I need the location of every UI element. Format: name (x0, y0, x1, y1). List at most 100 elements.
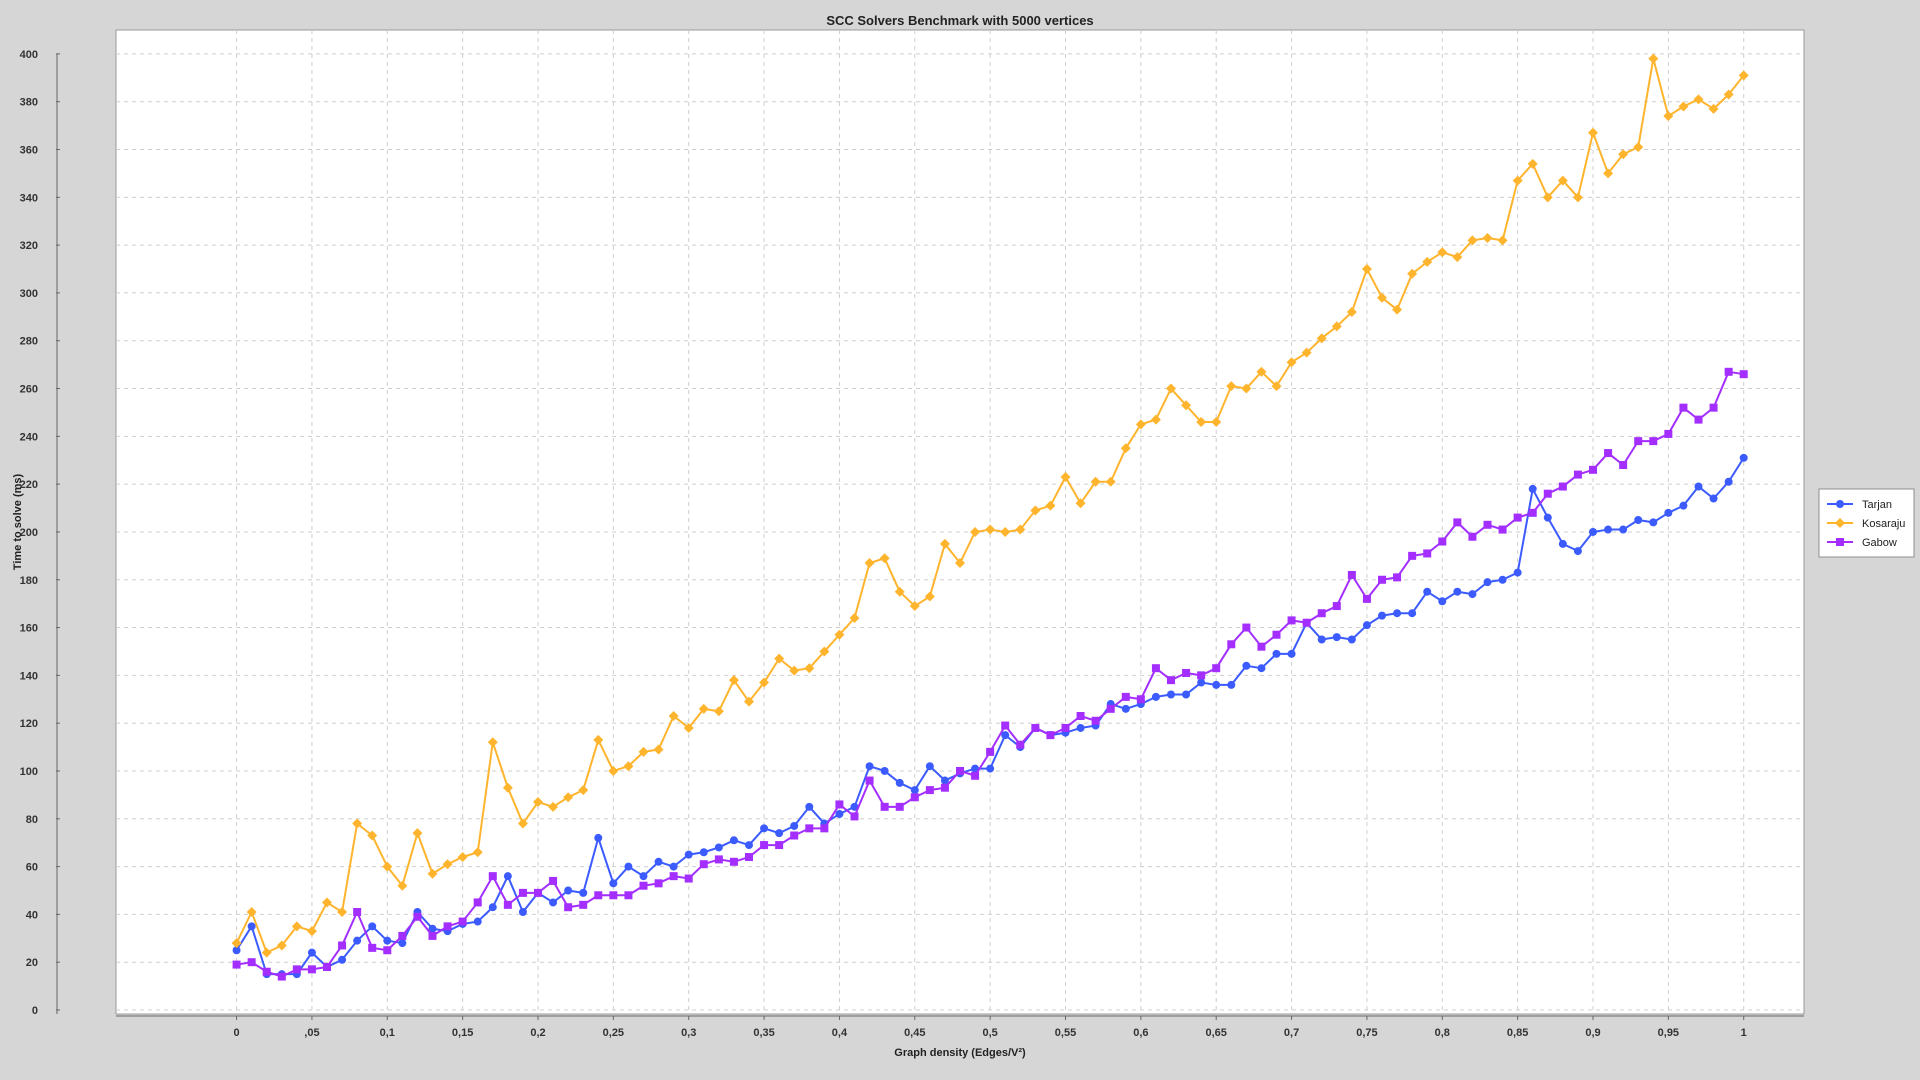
plot-area (115, 29, 1805, 1015)
data-point-kosaraju (970, 526, 981, 537)
legend-label-tarjan: Tarjan (1862, 499, 1892, 511)
data-point-kosaraju (1437, 247, 1448, 258)
data-point-kosaraju (231, 938, 242, 949)
data-point-kosaraju (1105, 476, 1116, 487)
data-point-gabow (775, 841, 784, 850)
x-tick-label: 0,25 (603, 1027, 624, 1039)
data-point-gabow (1589, 465, 1597, 474)
data-point-kosaraju (1331, 321, 1342, 332)
data-point-tarjan (1423, 587, 1432, 596)
data-point-kosaraju (924, 591, 935, 602)
data-point-gabow (805, 824, 814, 833)
data-point-gabow (368, 943, 377, 952)
data-point-tarjan (865, 762, 874, 771)
y-tick-label: 400 (20, 49, 38, 61)
data-point-kosaraju (744, 696, 754, 707)
data-point-kosaraju (276, 940, 287, 951)
data-point-tarjan (880, 766, 889, 775)
data-point-gabow (277, 972, 286, 981)
data-point-kosaraju (1181, 400, 1192, 411)
data-point-kosaraju (352, 818, 363, 829)
data-point-kosaraju (1603, 168, 1614, 179)
data-point-kosaraju (502, 782, 513, 793)
data-point-gabow (1031, 723, 1040, 732)
data-point-gabow (1091, 716, 1100, 725)
x-tick-label: 0,65 (1206, 1027, 1227, 1039)
data-point-kosaraju (894, 586, 905, 597)
data-point-kosaraju (442, 859, 453, 870)
x-tick-label: 0,9 (1585, 1027, 1600, 1039)
data-point-gabow (1362, 594, 1371, 603)
y-tick-label: 360 (20, 145, 38, 157)
x-tick-label: 0,35 (753, 1027, 774, 1039)
data-point-gabow (428, 931, 437, 940)
data-point-kosaraju (804, 663, 815, 674)
x-tick-label: 0 (234, 1027, 240, 1039)
data-point-gabow (1709, 403, 1718, 412)
data-point-kosaraju (533, 797, 543, 808)
data-point-gabow (594, 891, 603, 900)
data-point-tarjan (835, 810, 844, 818)
data-point-kosaraju (864, 558, 875, 569)
data-point-kosaraju (291, 921, 302, 932)
data-point-tarjan (1724, 477, 1733, 486)
y-tick-label: 100 (20, 766, 38, 778)
data-point-gabow (1619, 461, 1628, 470)
x-tick-label: 0,4 (832, 1027, 848, 1039)
data-point-kosaraju (1452, 252, 1463, 263)
data-point-kosaraju (563, 792, 574, 803)
data-point-tarjan (503, 872, 512, 881)
data-point-kosaraju (1708, 103, 1719, 114)
data-point-gabow (503, 900, 512, 909)
data-point-tarjan (1227, 680, 1236, 689)
data-point-kosaraju (819, 646, 830, 657)
data-point-kosaraju (638, 746, 649, 757)
data-point-kosaraju (698, 703, 709, 714)
data-point-gabow (307, 965, 316, 974)
data-point-gabow (1393, 573, 1402, 582)
data-point-gabow (579, 900, 588, 909)
data-point-gabow (1061, 723, 1070, 732)
data-point-gabow (1453, 518, 1462, 527)
data-point-tarjan (1001, 731, 1010, 740)
data-point-gabow (247, 958, 256, 967)
y-tick-label: 120 (20, 718, 38, 730)
data-point-tarjan (594, 833, 603, 842)
data-point-kosaraju (1663, 111, 1674, 122)
data-point-gabow (398, 931, 407, 940)
data-point-kosaraju (774, 653, 785, 664)
data-point-tarjan (1468, 590, 1477, 599)
data-point-tarjan (1619, 525, 1628, 534)
data-point-tarjan (1151, 692, 1160, 701)
x-tick-label: 0,2 (530, 1027, 545, 1039)
x-tick-label: 0,6 (1133, 1027, 1148, 1039)
data-point-kosaraju (1030, 505, 1041, 516)
data-point-kosaraju (1678, 101, 1689, 112)
data-point-tarjan (518, 908, 527, 916)
data-point-tarjan (1182, 690, 1191, 699)
chart-title: SCC Solvers Benchmark with 5000 vertices (826, 13, 1093, 28)
data-point-tarjan (1604, 525, 1613, 534)
data-point-gabow (1332, 602, 1341, 611)
data-point-kosaraju (985, 524, 996, 535)
data-point-kosaraju (608, 765, 619, 776)
data-point-kosaraju (1738, 70, 1749, 81)
data-point-kosaraju (1648, 53, 1659, 64)
data-point-gabow (1558, 482, 1567, 491)
data-point-gabow (1694, 415, 1703, 424)
data-point-gabow (925, 786, 934, 795)
data-point-tarjan (1347, 635, 1356, 644)
data-point-gabow (1573, 470, 1582, 479)
data-point-tarjan (1483, 578, 1492, 587)
data-point-tarjan (1317, 635, 1326, 644)
data-point-gabow (654, 879, 663, 888)
data-point-gabow (684, 874, 693, 883)
data-point-kosaraju (1256, 366, 1267, 377)
data-point-kosaraju (1512, 175, 1523, 186)
data-point-kosaraju (1422, 256, 1433, 267)
data-point-tarjan (1378, 611, 1386, 620)
data-point-kosaraju (1618, 149, 1629, 160)
data-point-kosaraju (1226, 381, 1237, 392)
data-point-gabow (1242, 623, 1251, 632)
data-point-gabow (413, 912, 422, 921)
